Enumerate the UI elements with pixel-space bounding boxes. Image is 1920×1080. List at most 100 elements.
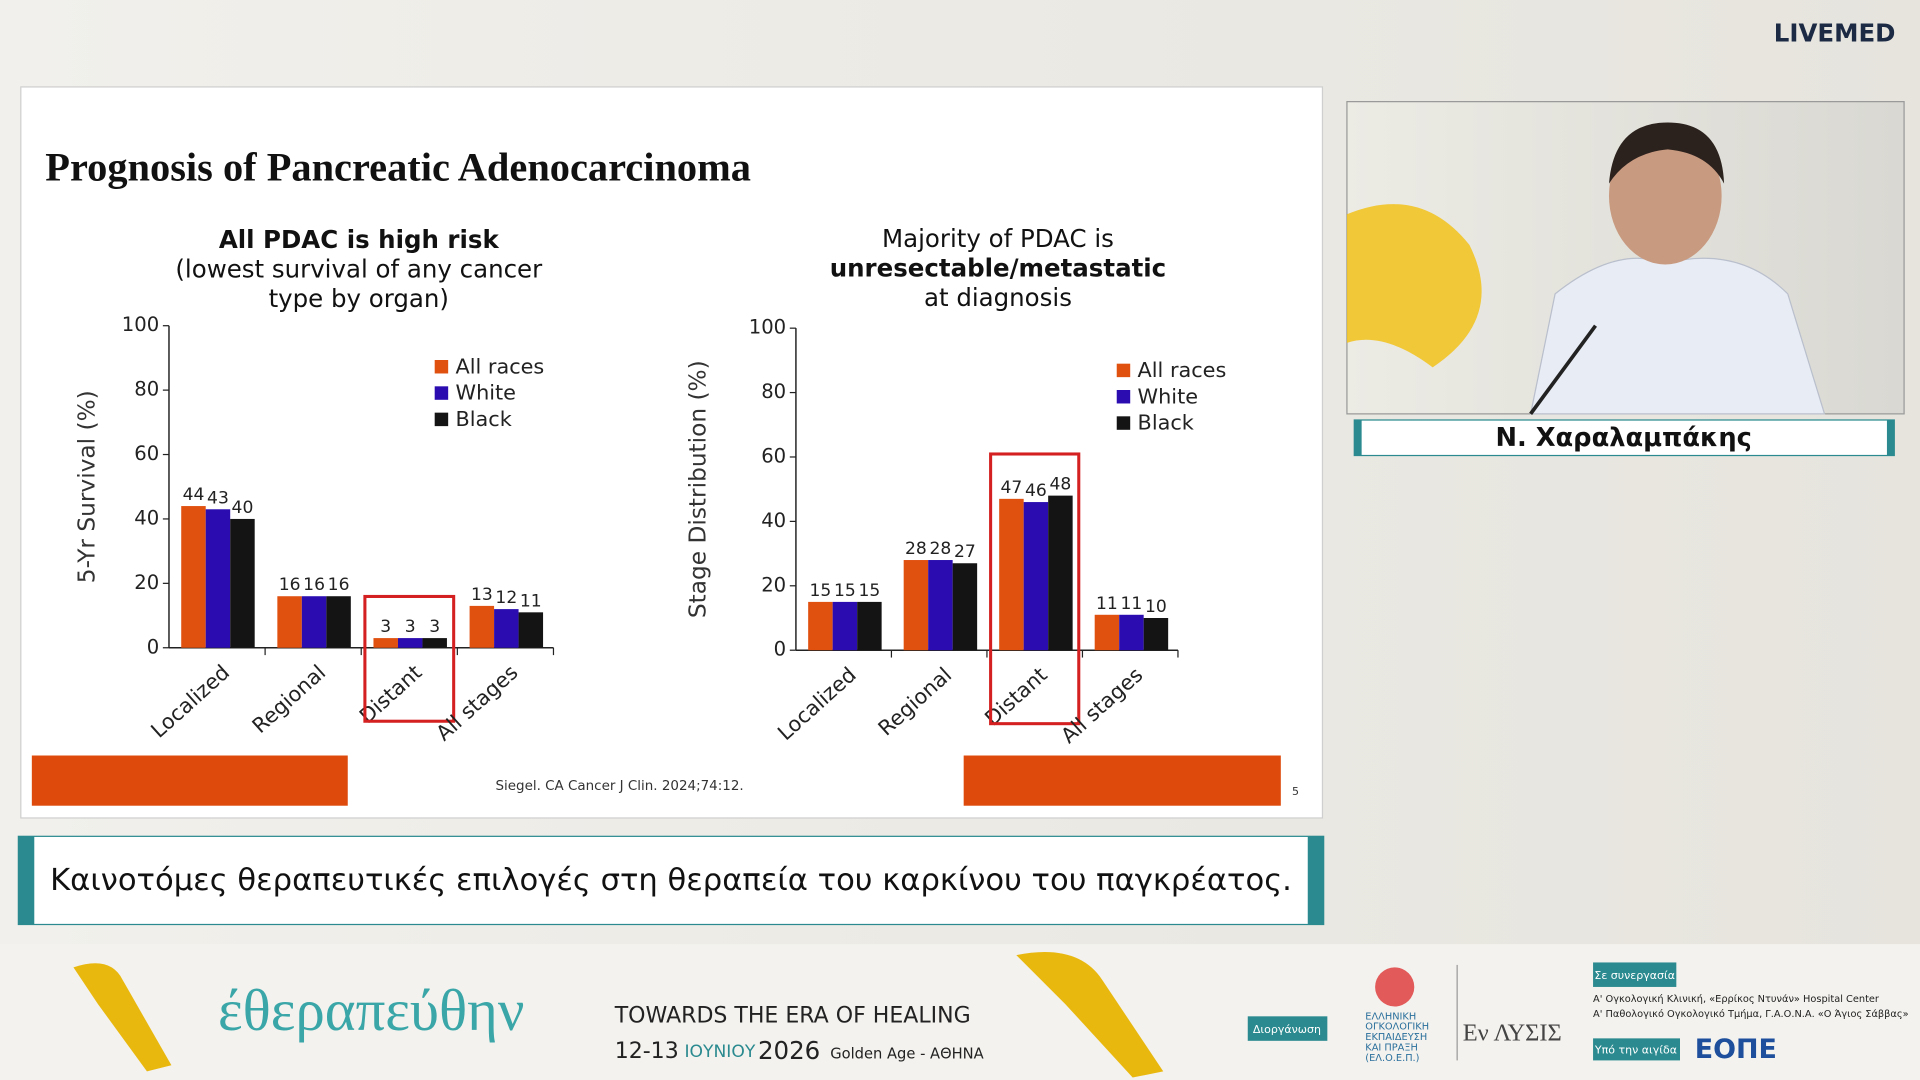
footer-logo: έθεραπεύθην (218, 978, 525, 1043)
organizer-line: ΟΓΚΟΛΟΓΙΚΗ (1365, 1022, 1429, 1033)
footer-tagline: TOWARDS THE ERA OF HEALING (614, 1003, 971, 1028)
organizer-line: ΕΛΛΗΝΙΚΗ (1365, 1011, 1416, 1022)
bar (494, 609, 519, 648)
bar-value-label: 44 (183, 485, 205, 505)
bar-value-label: 13 (471, 585, 493, 605)
legend-label: All races (1138, 358, 1227, 382)
bar (1143, 618, 1169, 651)
bar-value-label: 16 (328, 575, 350, 595)
bar-value-label: 15 (858, 581, 880, 601)
organizer-line: (ΕΛ.Ο.Ε.Π.) (1365, 1053, 1419, 1064)
bar (326, 596, 351, 648)
y-tick-label: 100 (122, 313, 159, 336)
brand: LIVEMED (1774, 18, 1896, 47)
bar-value-label: 10 (1145, 597, 1167, 617)
bar-value-label: 40 (232, 498, 254, 518)
bar (277, 596, 302, 648)
legend-swatch (434, 360, 449, 374)
bar-value-label: 47 (1001, 478, 1023, 498)
y-tick-label: 80 (134, 378, 159, 401)
speaker-box-end (1886, 420, 1895, 456)
bar (397, 638, 423, 648)
footer-splash (73, 963, 172, 1072)
organizer-line: ΚΑΙ ΠΡΑΞΗ (1365, 1043, 1418, 1054)
speaker-box (1353, 419, 1895, 457)
caption-box-end (18, 836, 35, 925)
legend-label: White (456, 381, 516, 405)
y-tick-label: 80 (761, 380, 786, 403)
bar (952, 563, 978, 651)
collab: Α' Παθολογικό Ογκολογικό Τμήμα, Γ.Α.Ο.Ν.… (1593, 1008, 1909, 1020)
y-tick-label: 40 (134, 506, 159, 529)
y-tick-label: 20 (134, 571, 159, 594)
footer-splash (1016, 952, 1164, 1078)
bar-value-label: 28 (905, 539, 927, 559)
footer-year: 2026 (758, 1036, 820, 1065)
bar (301, 596, 327, 648)
bar (469, 605, 495, 648)
bar-value-label: 3 (405, 617, 416, 637)
caption-box (17, 835, 1325, 926)
slide-title: Prognosis of Pancreatic Adenocarcinoma (45, 145, 751, 190)
bar-value-label: 46 (1025, 481, 1047, 501)
page-number: 5 (1292, 785, 1299, 798)
highlight-box (989, 452, 1081, 726)
chart-title: Majority of PDAC is (882, 224, 1114, 253)
y-axis-label: Stage Distribution (%) (685, 360, 712, 618)
legend-label: Black (1138, 411, 1194, 435)
organizer-icon (1375, 967, 1415, 1007)
bar-value-label: 28 (930, 539, 952, 559)
highlight-box (363, 594, 456, 723)
organizer-line: ΕΚΠΑΙΔΕΥΣΗ (1365, 1032, 1427, 1043)
bar (808, 601, 833, 651)
bar-value-label: 27 (954, 542, 976, 562)
bar-value-label: 11 (520, 591, 542, 611)
bar (422, 638, 447, 648)
y-tick-label: 100 (749, 316, 786, 339)
legend-label: White (1138, 384, 1198, 408)
slide (20, 86, 1324, 819)
speaker-name: Ν. Χαραλαμπάκης (1495, 423, 1751, 453)
slide-band (31, 755, 348, 806)
bar (1094, 614, 1120, 651)
bar (1023, 502, 1049, 651)
bar-value-label: 12 (495, 588, 517, 608)
footer-days: 12-13 (615, 1039, 679, 1064)
label-box (1593, 962, 1677, 987)
legend-swatch (1116, 390, 1131, 404)
speaker-box-end (1354, 420, 1362, 456)
bar (518, 612, 544, 648)
citation: Siegel. CA Cancer J Clin. 2024;74:12. (495, 779, 743, 794)
bar-value-label: 43 (207, 488, 229, 508)
bar (1119, 614, 1144, 651)
chart-title: at diagnosis (924, 283, 1072, 312)
y-axis-label: 5-Yr Survival (%) (74, 390, 101, 583)
bar-value-label: 48 (1050, 475, 1072, 495)
legend-label: All races (456, 354, 545, 378)
speaker-head (1608, 127, 1722, 265)
bar (1048, 495, 1073, 651)
label-box (1593, 1038, 1680, 1061)
bar (832, 601, 858, 651)
chart-title: unresectable/metastatic (830, 253, 1166, 282)
bar (373, 638, 398, 648)
bar-value-label: 3 (380, 617, 391, 637)
legend-swatch (434, 412, 449, 427)
partner-logo: Εν ΛΥΣΙΣ (1463, 1019, 1562, 1046)
chart-title: type by organ) (269, 284, 449, 313)
bar-value-label: 3 (429, 617, 440, 637)
bar-value-label: 15 (810, 581, 832, 601)
bar (181, 506, 206, 648)
bar-value-label: 11 (1121, 594, 1143, 614)
caption-box-end (1307, 836, 1324, 925)
collab: Α' Ογκολογική Κλινική, «Ερρίκος Ντυνάν» … (1593, 993, 1880, 1005)
microphone (1529, 324, 1597, 415)
bar (999, 498, 1024, 651)
bar (928, 560, 953, 651)
footer-venue: Golden Age - ΑΘΗΝΑ (830, 1045, 984, 1062)
y-tick-label: 60 (134, 442, 159, 465)
bar (230, 518, 255, 648)
legend-label: Black (456, 407, 512, 431)
